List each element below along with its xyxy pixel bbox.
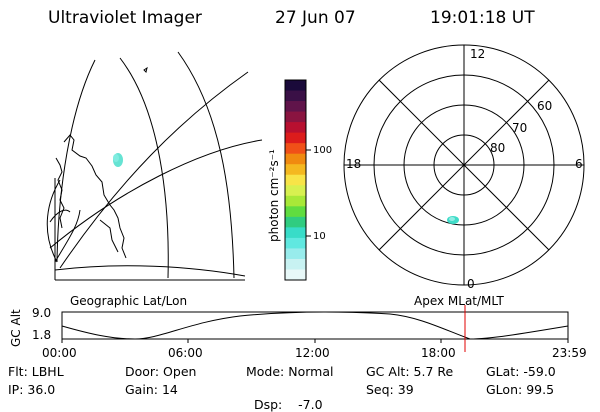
- colorbar-swatch: [285, 132, 306, 144]
- map-arc: [49, 139, 263, 249]
- colorbar-tick-10: 10: [313, 231, 326, 242]
- polar-diagonal: [378, 79, 550, 251]
- x-tick-label: 23:59: [552, 346, 587, 360]
- map-arc: [54, 209, 81, 263]
- colorbar-swatch: [285, 248, 306, 260]
- colorbar-swatch: [285, 164, 306, 176]
- mlt-label-0: 0: [467, 277, 475, 291]
- mlt-label-12: 12: [470, 47, 485, 61]
- map-arc: [177, 51, 235, 279]
- strip-frame: [61, 311, 569, 340]
- colorbar-swatch: [285, 185, 306, 197]
- colorbar-swatch: [285, 269, 306, 281]
- x-tick-label: 12:00: [295, 346, 330, 360]
- colorbar-swatch: [285, 111, 306, 123]
- colorbar-swatch: [285, 216, 306, 228]
- map-arc: [46, 179, 61, 263]
- map-arc: [119, 57, 169, 279]
- geographic-map: [46, 51, 263, 281]
- colorbar-swatch: [285, 237, 306, 250]
- colorbar-tick-100: 100: [313, 145, 332, 156]
- info-mode: Mode: Normal: [246, 364, 334, 379]
- strip-ytick-high: 9.0: [32, 306, 52, 320]
- polar-plot: [343, 44, 585, 286]
- time-label: 19:01:18 UT: [430, 8, 535, 28]
- strip-ytick-low: 1.8: [32, 328, 52, 342]
- info-gain: Gain: 14: [125, 382, 178, 397]
- strip-right-title: Apex MLat/MLT: [414, 294, 504, 308]
- x-tick-label: 06:00: [168, 346, 203, 360]
- aurora-spot-geo-core: [113, 154, 119, 162]
- map-arc: [59, 71, 249, 269]
- x-tick-label: 00:00: [42, 346, 77, 360]
- info-ip: IP: 36.0: [8, 382, 56, 397]
- colorbar-unit-label: photon cm⁻²s⁻¹: [267, 149, 281, 242]
- colorbar-swatch: [285, 195, 306, 207]
- colorbar-swatch: [285, 206, 306, 218]
- mlt-label-18: 18: [346, 157, 361, 171]
- strip-left-title: Geographic Lat/Lon: [70, 294, 188, 308]
- date-label: 27 Jun 07: [275, 8, 356, 28]
- colorbar-swatch: [285, 174, 306, 186]
- lat-label-70: 70: [512, 121, 527, 135]
- x-tick-label: 18:00: [421, 346, 456, 360]
- colorbar-swatch: [285, 122, 306, 134]
- info-door: Door: Open: [125, 364, 197, 379]
- colorbar-swatch: [285, 143, 306, 155]
- map-arc: [56, 59, 96, 263]
- aurora-spot-polar-core: [449, 217, 455, 221]
- lat-label-60: 60: [537, 99, 552, 113]
- colorbar: [285, 80, 306, 281]
- colorbar-swatch: [285, 227, 306, 239]
- colorbar-swatch: [285, 80, 306, 92]
- coastline: [99, 219, 119, 253]
- colorbar-swatch: [285, 90, 306, 102]
- altitude-curve: [61, 311, 569, 340]
- colorbar-frame: [284, 79, 307, 281]
- info-flt: Flt: LBHL: [8, 364, 64, 379]
- info-gc-alt: GC Alt: 5.7 Re: [366, 364, 454, 379]
- mlt-label-6: 6: [575, 157, 583, 171]
- coastline: [55, 157, 65, 229]
- island: [143, 66, 148, 73]
- info-seq: Seq: 39: [366, 382, 414, 397]
- graphics-layer: 100 10 photon cm⁻²s⁻¹ 12 18 6 0 60 70 80…: [9, 44, 585, 352]
- colorbar-swatch: [285, 101, 306, 113]
- info-glat: GLat: -59.0: [486, 364, 556, 379]
- info-dsp: Dsp: -7.0: [253, 397, 323, 412]
- colorbar-swatch: [285, 153, 306, 165]
- app-title: Ultraviolet Imager: [48, 8, 202, 28]
- info-glon: GLon: 99.5: [486, 382, 555, 397]
- lat-label-80: 80: [490, 141, 505, 155]
- map-arc: [54, 265, 246, 277]
- map-arc: [49, 209, 71, 223]
- coastline: [63, 134, 127, 259]
- colorbar-swatch: [285, 258, 306, 271]
- strip-ylabel: GC Alt: [9, 309, 23, 347]
